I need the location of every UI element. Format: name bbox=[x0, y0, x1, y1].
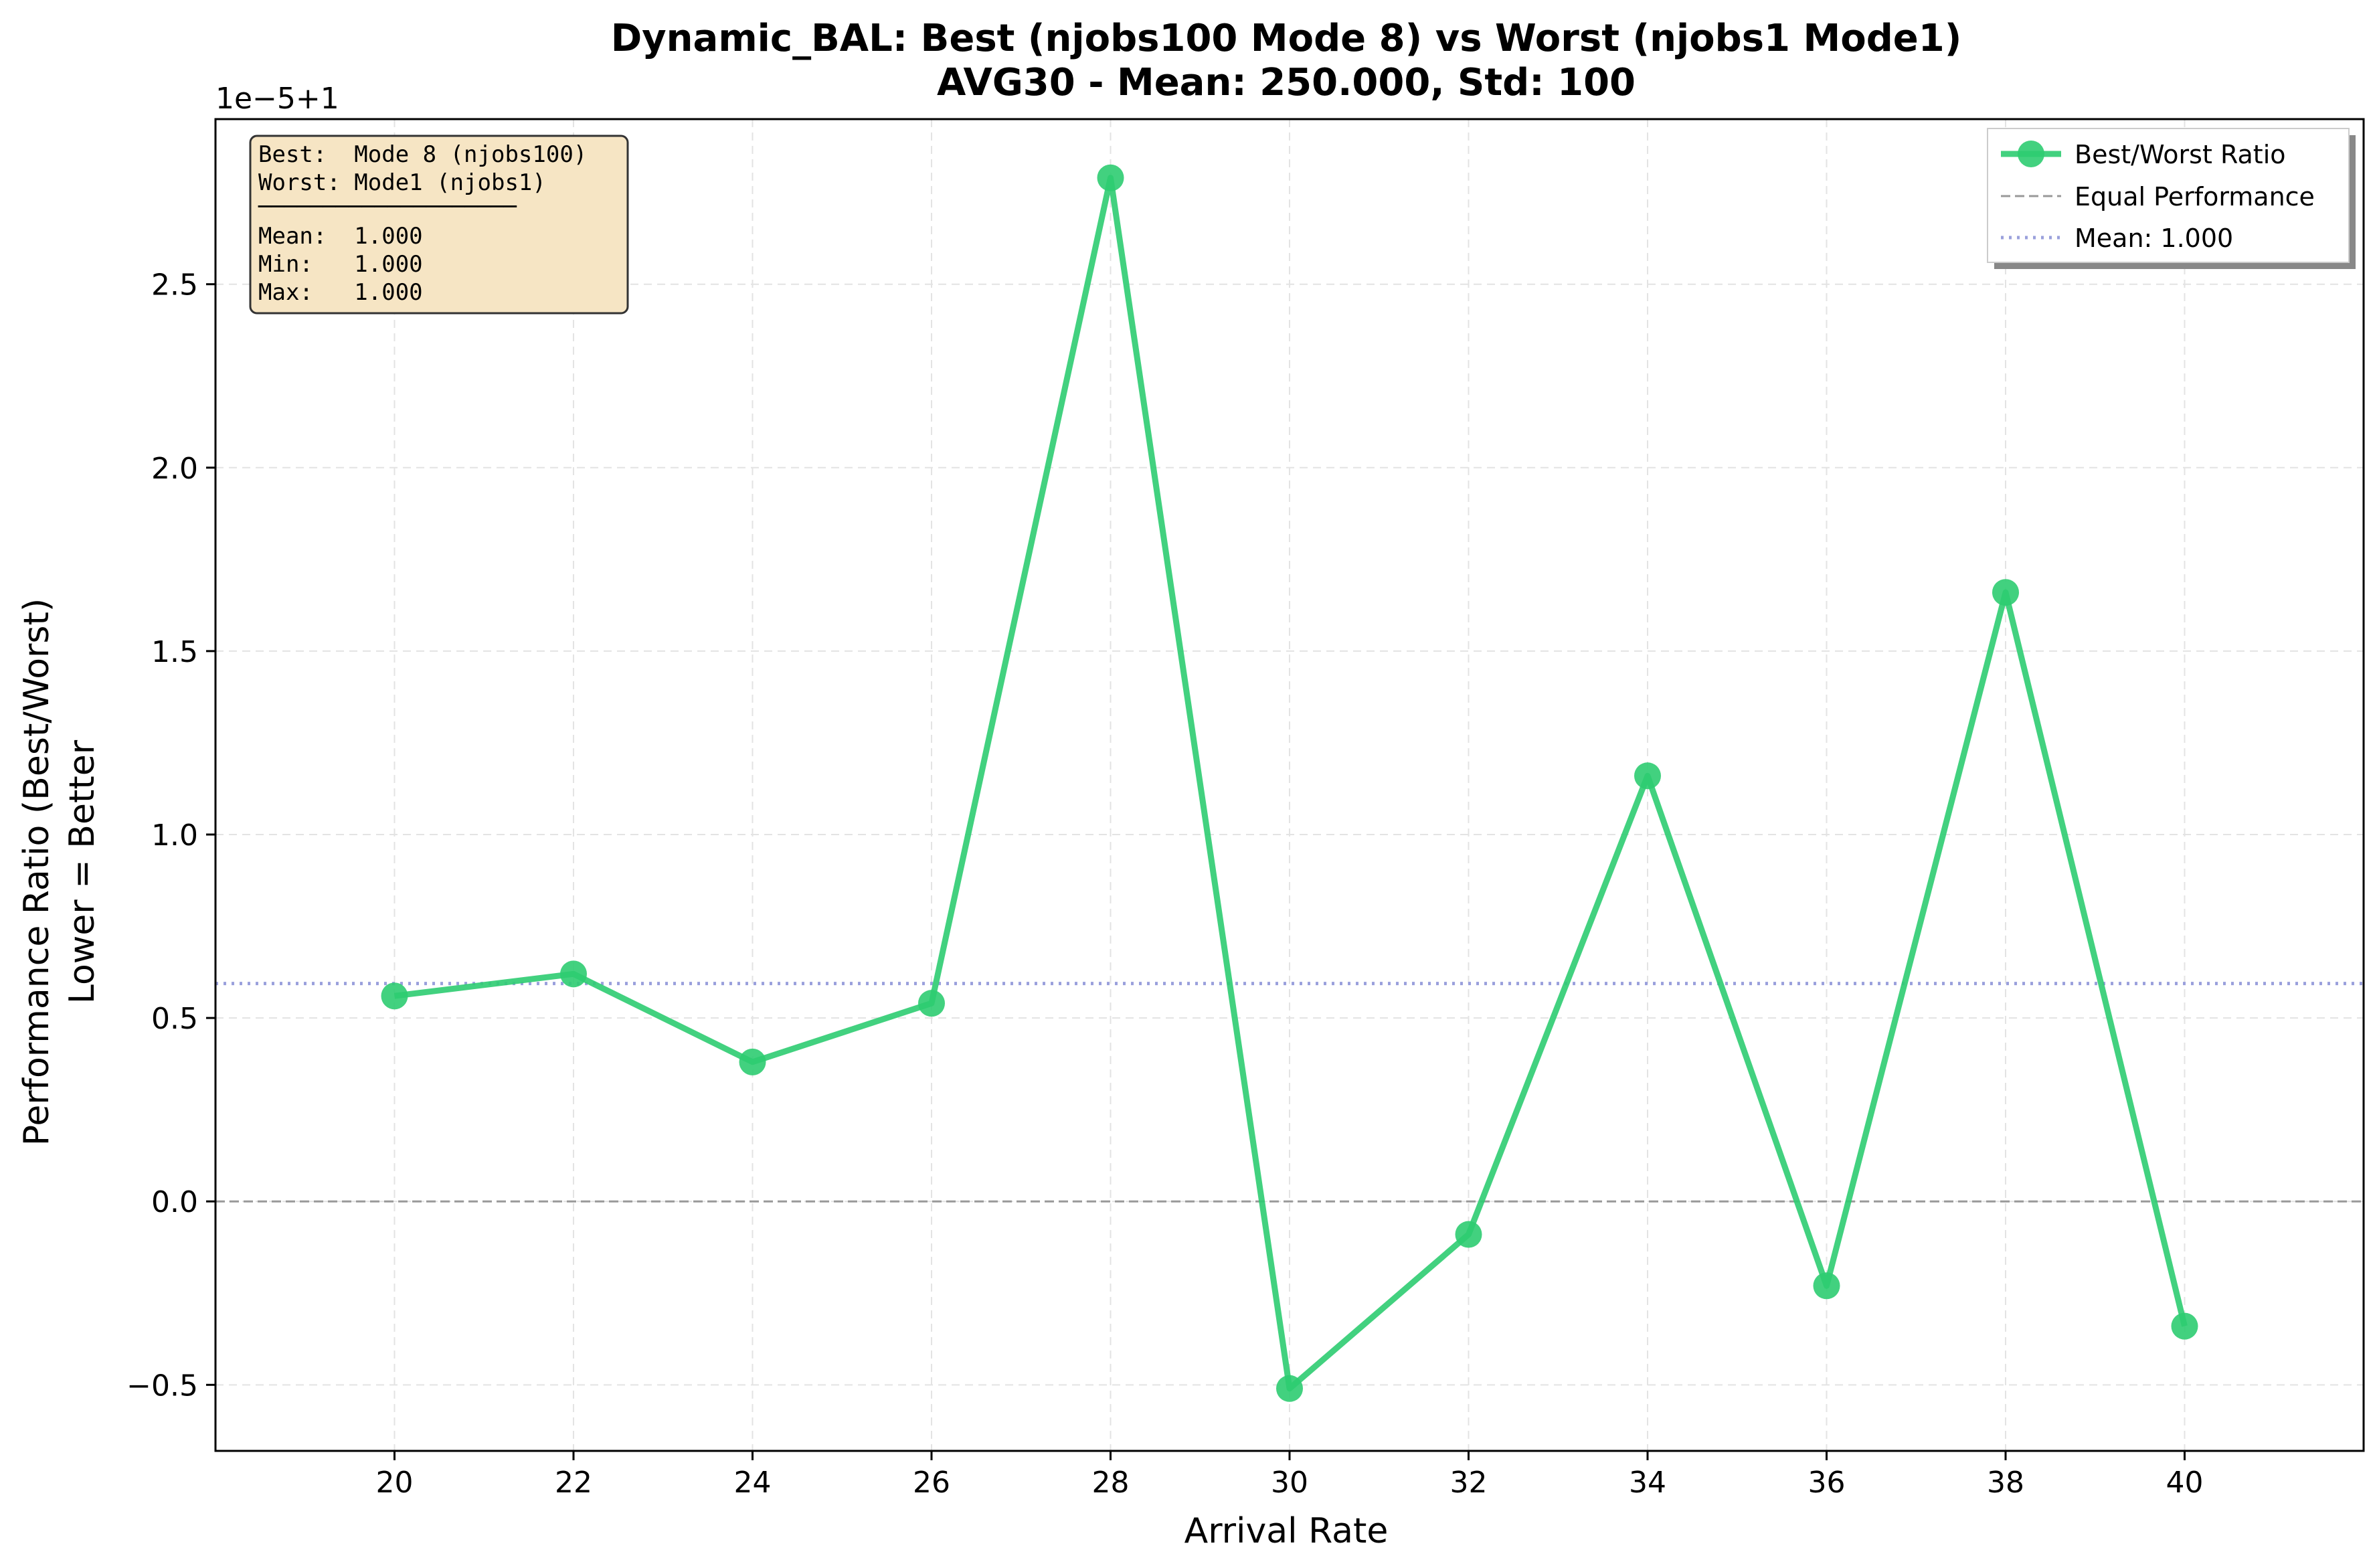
data-point bbox=[918, 990, 945, 1017]
data-point bbox=[739, 1048, 766, 1075]
chart-subtitle: AVG30 - Mean: 250.000, Std: 100 bbox=[937, 61, 1636, 104]
stats-box: Best: Mode 8 (njobs100) Worst: Mode1 (nj… bbox=[249, 135, 629, 315]
y-tick-label: 0.0 bbox=[151, 1185, 198, 1219]
y-tick-label: 2.5 bbox=[151, 268, 198, 302]
x-tick-label: 24 bbox=[734, 1466, 772, 1500]
y-tick-label: 1.0 bbox=[151, 818, 198, 853]
stats-min: Min: 1.000 bbox=[258, 251, 423, 278]
grid bbox=[215, 119, 2364, 1451]
y-offset-label: 1e−5+1 bbox=[215, 82, 339, 116]
x-tick-label: 30 bbox=[1271, 1466, 1308, 1500]
stats-best: Best: Mode 8 (njobs100) bbox=[258, 141, 587, 168]
x-tick-label: 28 bbox=[1092, 1466, 1130, 1500]
stats-divider: ──────────────────── bbox=[258, 193, 517, 220]
data-point bbox=[1813, 1272, 1840, 1300]
data-point bbox=[2171, 1312, 2198, 1340]
y-tick-label: 2.0 bbox=[151, 452, 198, 486]
x-tick-label: 40 bbox=[2166, 1466, 2204, 1500]
y-tick-label: 1.5 bbox=[151, 635, 198, 669]
data-point bbox=[1634, 762, 1661, 790]
data-point bbox=[1455, 1221, 1482, 1248]
data-point bbox=[560, 960, 587, 988]
x-tick-label: 38 bbox=[1987, 1466, 2024, 1500]
stats-worst: Worst: Mode1 (njobs1) bbox=[258, 169, 546, 196]
series bbox=[381, 164, 2198, 1402]
x-tick-label: 32 bbox=[1450, 1466, 1488, 1500]
legend-label-equal: Equal Performance bbox=[2075, 182, 2315, 211]
stats-box-frame bbox=[249, 135, 629, 315]
y-axis-label-secondary: Lower = Better bbox=[62, 739, 102, 1004]
legend: Best/Worst Ratio Equal Performance Mean:… bbox=[1987, 128, 2356, 269]
stats-mean: Mean: 1.000 bbox=[258, 223, 423, 250]
x-tick-label: 26 bbox=[913, 1466, 950, 1500]
x-tick-label: 20 bbox=[376, 1466, 414, 1500]
x-tick-label: 34 bbox=[1629, 1466, 1666, 1500]
y-tick-label: −0.5 bbox=[126, 1369, 198, 1403]
legend-marker-ratio bbox=[2018, 141, 2044, 167]
x-tick-label: 36 bbox=[1808, 1466, 1846, 1500]
legend-label-ratio: Best/Worst Ratio bbox=[2075, 140, 2286, 169]
data-point bbox=[1276, 1375, 1303, 1402]
legend-label-mean: Mean: 1.000 bbox=[2075, 224, 2233, 253]
y-axis-label: Performance Ratio (Best/Worst) bbox=[17, 598, 57, 1146]
chart-title: Dynamic_BAL: Best (njobs100 Mode 8) vs W… bbox=[611, 17, 1962, 60]
stats-max: Max: 1.000 bbox=[258, 279, 423, 306]
data-point bbox=[1992, 579, 2019, 606]
y-tick-label: 0.5 bbox=[151, 1002, 198, 1036]
data-point bbox=[1097, 164, 1124, 191]
x-tick-label: 22 bbox=[555, 1466, 592, 1500]
ticks: 20 22 24 26 28 30 32 34 36 38 40 −0.5 0.0 0.5 1.0 1.5 2.… bbox=[126, 268, 2203, 1500]
reference-lines bbox=[215, 982, 2364, 1203]
data-point bbox=[381, 982, 408, 1010]
x-axis-label: Arrival Rate bbox=[1184, 1511, 1389, 1551]
